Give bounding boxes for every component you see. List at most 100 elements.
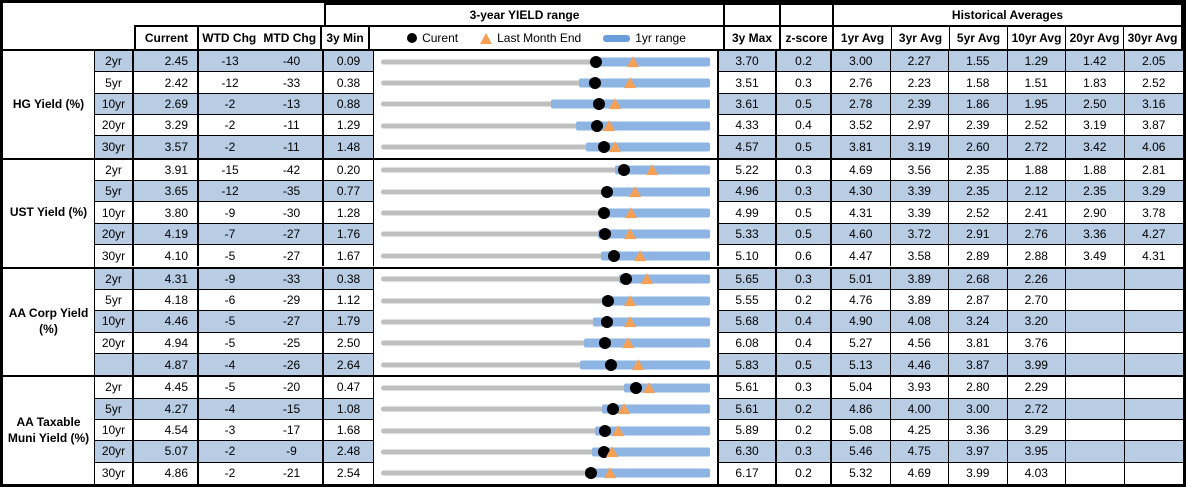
table-row: 5yr 3.65 -12 -35 0.77 4.96 0.3 4.30 3.39…	[95, 181, 1183, 203]
column-header-3y-min: 3y Min	[320, 25, 370, 49]
mtd-chg-cell: -30	[261, 202, 324, 224]
current-dot	[591, 119, 604, 132]
avg-cell-5yr: 3.36	[949, 419, 1008, 442]
tenor-cell: 20yr	[95, 441, 134, 463]
avg-cell-10yr: 4.03	[1007, 462, 1066, 484]
avg-cell-30yr: 2.81	[1124, 159, 1183, 182]
current-cell: 4.46	[134, 311, 199, 333]
range-3y-bar	[381, 80, 710, 86]
legend-current: Curent	[407, 31, 458, 45]
mtd-chg-cell: -27	[261, 223, 324, 246]
min-3y-cell: 0.77	[324, 181, 374, 203]
min-3y-cell: 2.50	[324, 332, 374, 354]
wtd-chg-cell: -15	[199, 159, 261, 182]
current-cell: 3.65	[134, 181, 199, 203]
max-group-spacer	[723, 3, 781, 25]
table-row: 4.87 -4 -26 2.64 5.83 0.5 5.13 4.46 3.87…	[95, 353, 1183, 376]
avg-cell-10yr: 2.72	[1007, 398, 1066, 420]
range-1yr-bar	[601, 208, 710, 218]
legend-1yr-range-label: 1yr range	[635, 31, 686, 45]
range-chart-cell	[374, 398, 719, 420]
avg-cell-5yr: 2.80	[949, 377, 1008, 399]
range-3y-bar	[381, 59, 710, 65]
avg-cell-10yr: 3.76	[1007, 332, 1066, 354]
avg-cell-20yr	[1066, 441, 1125, 463]
min-3y-cell: 0.47	[324, 377, 374, 399]
table-row: 30yr 4.10 -5 -27 1.67 5.10 0.6 4.47 3.58…	[95, 245, 1183, 267]
range-chart-cell	[374, 289, 719, 312]
current-dot	[620, 273, 633, 286]
z-score-cell: 0.3	[777, 377, 832, 399]
range-chart-cell	[374, 72, 719, 94]
max-3y-cell: 3.61	[719, 93, 777, 116]
avg-cell-1yr: 4.31	[832, 202, 891, 224]
z-score-cell: 0.2	[777, 462, 832, 484]
avg-cell-20yr: 1.42	[1066, 51, 1125, 73]
legend-1yr-range: 1yr range	[603, 31, 686, 45]
range-1yr-bar	[597, 229, 710, 239]
current-cell: 4.31	[134, 268, 199, 290]
avg-cell-3yr: 4.08	[890, 311, 949, 333]
mtd-chg-cell: -29	[261, 289, 324, 312]
max-3y-cell: 6.30	[719, 441, 777, 463]
avg-cell-20yr: 3.19	[1066, 115, 1125, 137]
last-month-end-triangle	[642, 382, 655, 394]
avg-cell-5yr: 1.55	[949, 51, 1008, 73]
avg-cell-20yr: 1.83	[1066, 72, 1125, 94]
mtd-chg-cell: -21	[261, 462, 324, 484]
range-3y-bar	[381, 144, 710, 150]
range-3y-bar	[381, 362, 710, 368]
mtd-chg-cell: -33	[261, 268, 324, 290]
mtd-chg-cell: -15	[261, 398, 324, 420]
tenor-cell: 10yr	[95, 311, 134, 333]
current-cell: 4.54	[134, 419, 199, 442]
avg-cell-20yr	[1066, 268, 1125, 290]
column-header-1yr-avg: 1yr Avg	[840, 31, 885, 45]
current-dot	[606, 403, 619, 416]
avg-cell-3yr: 2.97	[890, 115, 949, 137]
table-row: 10yr 3.80 -9 -30 1.28 4.99 0.5 4.31 3.39…	[95, 202, 1183, 224]
wtd-chg-cell: -9	[199, 202, 261, 224]
tenor-cell: 20yr	[95, 115, 134, 137]
range-1yr-bar	[590, 57, 710, 67]
tenor-cell	[95, 353, 134, 376]
header-row-columns: Current WTD Chg MTD Chg 3y Min Curent La…	[3, 25, 1183, 49]
range-1yr-bar	[623, 383, 710, 393]
last-month-end-triangle	[622, 337, 635, 349]
wtd-chg-cell: -7	[199, 223, 261, 246]
table-row: 20yr 4.94 -5 -25 2.50 6.08 0.4 5.27 4.56…	[95, 332, 1183, 354]
current-cell: 3.80	[134, 202, 199, 224]
range-chart-cell	[374, 223, 719, 246]
table-row: 2yr 3.91 -15 -42 0.20 5.22 0.3 4.69 3.56…	[95, 159, 1183, 182]
last-month-end-triangle	[633, 249, 646, 261]
range-3y-bar	[381, 123, 710, 129]
current-cell: 3.57	[134, 136, 199, 158]
range-1yr-bar	[602, 296, 710, 306]
min-3y-cell: 1.76	[324, 223, 374, 246]
max-3y-cell: 5.33	[719, 223, 777, 246]
current-cell: 2.69	[134, 93, 199, 116]
avg-cell-1yr: 5.46	[832, 441, 891, 463]
min-3y-cell: 2.64	[324, 353, 374, 376]
min-3y-cell: 1.67	[324, 245, 374, 267]
range-3y-bar	[381, 428, 710, 434]
avg-cell-10yr: 2.41	[1007, 202, 1066, 224]
avg-cell-3yr: 2.23	[890, 72, 949, 94]
header-spacer	[3, 3, 324, 25]
range-1yr-bar	[595, 426, 710, 436]
mtd-chg-cell: -11	[261, 136, 324, 158]
yield-section: HG Yield (%) 2yr 2.45 -13 -40 0.09 3.70 …	[3, 51, 1183, 158]
wtd-chg-cell: -3	[199, 419, 261, 442]
tenor-cell: 30yr	[95, 245, 134, 267]
avg-cell-30yr: 3.29	[1124, 181, 1183, 203]
last-month-end-triangle	[631, 358, 644, 370]
avg-cell-20yr: 2.90	[1066, 202, 1125, 224]
range-3y-bar	[381, 406, 710, 412]
avg-cell-3yr: 3.39	[890, 181, 949, 203]
range-chart-cell	[374, 159, 719, 182]
avg-cell-5yr: 1.86	[949, 93, 1008, 116]
yield-section: AA Corp Yield (%) 2yr 4.31 -9 -33 0.38 5…	[3, 266, 1183, 376]
avg-cell-3yr: 3.58	[890, 245, 949, 267]
avg-cell-30yr: 4.27	[1124, 223, 1183, 246]
avg-cell-30yr: 4.06	[1124, 136, 1183, 158]
